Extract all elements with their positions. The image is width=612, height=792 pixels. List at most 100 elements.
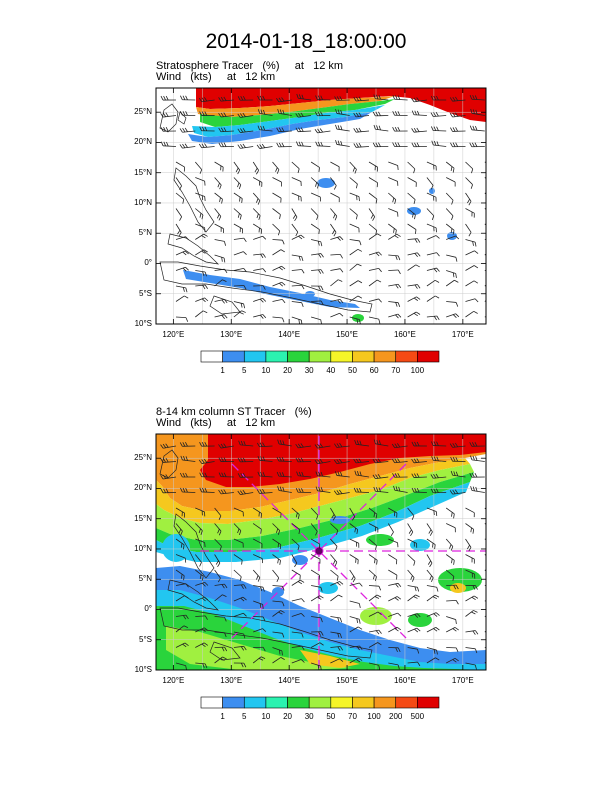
lon-label: 170°E (451, 676, 474, 685)
wind-barb (175, 538, 185, 550)
wind-barb (310, 192, 321, 202)
wind-barb (465, 223, 472, 237)
wind-barb (426, 657, 440, 664)
wind-barb (175, 161, 186, 172)
wind-barb (311, 631, 324, 636)
wind-barb (310, 569, 320, 580)
wind-barb (446, 254, 458, 262)
wind-barb (175, 507, 186, 518)
wind-barb (175, 614, 189, 620)
wind-barb (233, 208, 242, 220)
wind-barb (407, 538, 418, 548)
wind-barb (465, 662, 477, 670)
wind-barb (465, 595, 479, 602)
colorbar-segment (308, 350, 332, 363)
wind-barb (431, 140, 447, 147)
wind-barb (310, 208, 319, 221)
wind-barb (272, 657, 285, 664)
wind-barb (175, 554, 187, 563)
wind-barb (233, 645, 247, 651)
wind-barb (335, 124, 350, 132)
wind-barb (465, 177, 473, 189)
wind-barb (310, 523, 318, 536)
wind-barb (465, 239, 477, 247)
wind-barb (368, 554, 378, 565)
wind-barb (426, 192, 437, 202)
wind-barb (426, 612, 440, 617)
wind-barb (446, 599, 459, 605)
wind-barb (368, 223, 378, 235)
wind-barb (446, 657, 459, 664)
wind-barb (426, 538, 436, 550)
wind-barb (484, 599, 486, 602)
wind-barb (430, 126, 447, 132)
wind-barb (233, 310, 246, 318)
wind-barb (388, 283, 402, 289)
wind-barb (465, 569, 476, 579)
wind-barb (430, 473, 447, 479)
wind-barb (484, 656, 486, 664)
wind-barb (388, 233, 401, 240)
wind-barb (388, 596, 402, 602)
wind-barb (160, 488, 177, 494)
wind-barb (272, 554, 281, 565)
lat-label: 15°N (134, 513, 152, 523)
wind-barb (407, 554, 416, 566)
wind-barb (272, 192, 282, 203)
wind-barb (349, 239, 362, 246)
wind-barb (465, 161, 474, 174)
wind-barb (368, 585, 382, 591)
wind-barb (233, 538, 244, 548)
wind-barb (311, 239, 323, 247)
lat-label: 5°S (139, 288, 152, 298)
bottom-map-frame (155, 433, 487, 671)
wind-barb (353, 487, 370, 493)
wind-barb (314, 458, 331, 465)
wind-barb (291, 659, 305, 664)
wind-barb (253, 235, 267, 240)
lat-label: 25°N (134, 453, 152, 463)
wind-barb (175, 177, 182, 190)
wind-barb (291, 223, 299, 237)
wind-barb (253, 177, 263, 187)
wind-barb (175, 523, 183, 536)
wind-barb (214, 616, 227, 622)
wind-barb (214, 646, 228, 652)
wind-barb (310, 538, 321, 549)
wind-barb (426, 647, 438, 655)
wind-barb (233, 631, 246, 639)
wind-barb (469, 472, 485, 478)
lon-label: 120°E (162, 676, 185, 685)
wind-barb (446, 177, 456, 187)
wind-barb (272, 507, 282, 518)
wind-barb (446, 270, 457, 279)
wind-barb (195, 270, 207, 277)
wind-barb (238, 440, 254, 447)
wind-barb (277, 439, 292, 447)
wind-barb (272, 647, 283, 656)
colorbar-segment (373, 696, 397, 709)
wind-barb (195, 223, 206, 233)
wind-barb (354, 439, 370, 447)
wind-barb (445, 507, 455, 519)
wind-barb (257, 125, 273, 132)
wind-barb (411, 110, 427, 116)
wind-barb (218, 489, 234, 495)
wind-barb (291, 161, 300, 174)
wind-barb (465, 250, 479, 256)
wind-barb (470, 486, 485, 493)
wind-barb (372, 142, 389, 148)
colorbar-label: 200 (389, 712, 403, 721)
lat-label: 10°N (134, 543, 152, 553)
wind-barb (253, 268, 267, 273)
bottom-coastlines (159, 449, 373, 661)
wind-barb (252, 569, 261, 582)
colorbar-label: 100 (410, 366, 425, 375)
wind-barb (233, 285, 247, 290)
wind-barb (445, 223, 455, 235)
storm-center-marker (314, 546, 324, 556)
wind-barb (407, 284, 421, 289)
wind-barb (311, 585, 323, 592)
wind-barb (272, 208, 281, 220)
wind-barb (214, 223, 224, 234)
